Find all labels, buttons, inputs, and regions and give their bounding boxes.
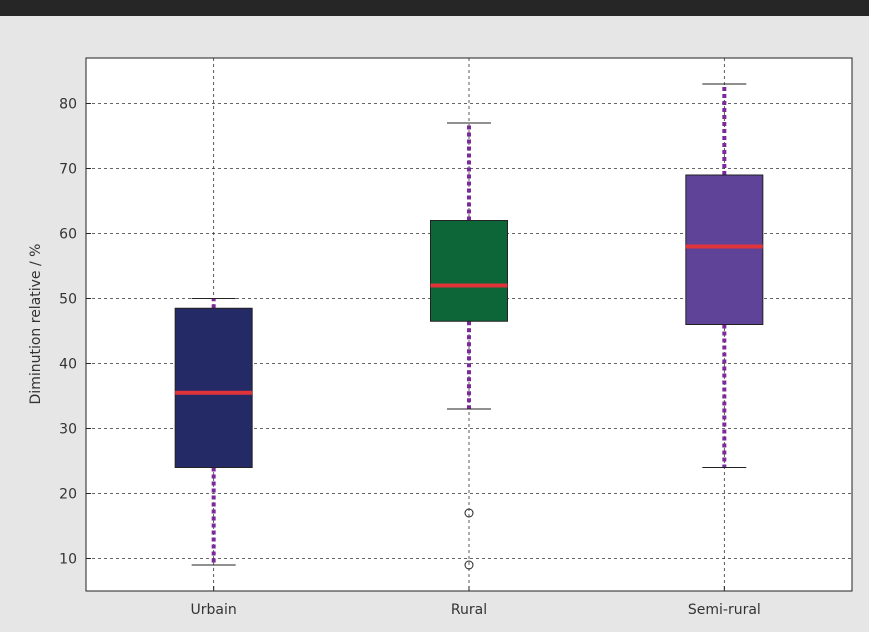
y-tick-label: 50 <box>59 292 77 308</box>
x-tick-labels: Urbain Rural Semi-rural <box>191 586 761 618</box>
y-tick-label: 30 <box>59 422 77 438</box>
outlier-point <box>464 560 474 570</box>
x-tick-label: Urbain <box>191 602 237 618</box>
y-tick-label: 80 <box>59 97 77 113</box>
outlier-point <box>464 508 474 518</box>
boxes <box>174 83 764 570</box>
x-tick-label: Semi-rural <box>688 602 761 618</box>
box-semi-rural <box>685 83 764 468</box>
y-axis-title: Diminution relative / % <box>28 244 44 405</box>
y-tick-label: 40 <box>59 357 77 373</box>
box-body <box>430 220 508 322</box>
header-bar <box>0 0 869 16</box>
y-tick-label: 60 <box>59 227 77 243</box>
x-tick-label: Rural <box>451 602 487 618</box>
box-urbain <box>174 298 253 566</box>
y-tick-label: 20 <box>59 487 77 503</box>
box-rural <box>430 122 508 570</box>
box-body <box>174 307 253 468</box>
y-tick-label: 70 <box>59 162 77 178</box>
box-body <box>685 174 764 325</box>
y-tick-label: 10 <box>59 552 77 568</box>
y-ticks: 10 20 30 40 50 60 70 80 <box>59 97 91 568</box>
